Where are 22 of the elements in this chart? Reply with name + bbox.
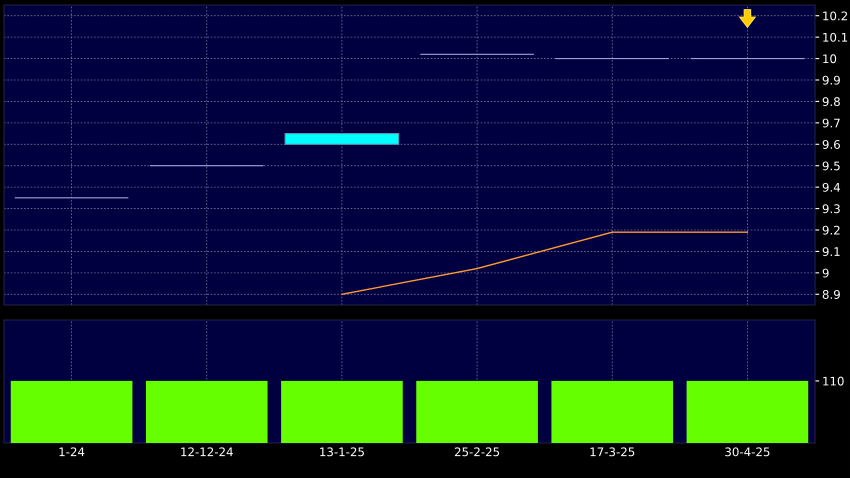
candlestick: [284, 133, 400, 145]
y-tick-label: 10.1: [823, 32, 848, 42]
y-tick-label: 9.5: [822, 161, 840, 170]
y-tick-label: 9.3: [822, 204, 840, 214]
y-tick-label: 9.4: [822, 182, 840, 192]
x-tick-label: 30-4-25: [725, 447, 770, 456]
y-tick-label: 9.9: [822, 76, 840, 85]
y-tick-label: 9.1: [822, 247, 840, 256]
x-tick-label: 25-2-25: [454, 447, 500, 456]
x-tick-label: 13-1-25: [320, 447, 364, 456]
x-tick-label: 17-3-25: [590, 447, 634, 456]
x-tick-label: 1-24: [59, 447, 84, 456]
y-tick-label: 9: [822, 268, 829, 278]
x-tick-label: 12-12-24: [181, 447, 233, 456]
y-tick-label: 10: [823, 54, 836, 64]
y-tick-label: 9.7: [822, 118, 840, 128]
y-tick-label: 10.2: [823, 11, 848, 20]
y-tick-label: 110: [823, 376, 844, 386]
y-tick-label: 9.6: [822, 140, 840, 149]
y-tick-label: 8.9: [822, 290, 840, 299]
y-tick-label: 9.8: [822, 97, 840, 106]
y-tick-label: 9.2: [822, 226, 840, 235]
